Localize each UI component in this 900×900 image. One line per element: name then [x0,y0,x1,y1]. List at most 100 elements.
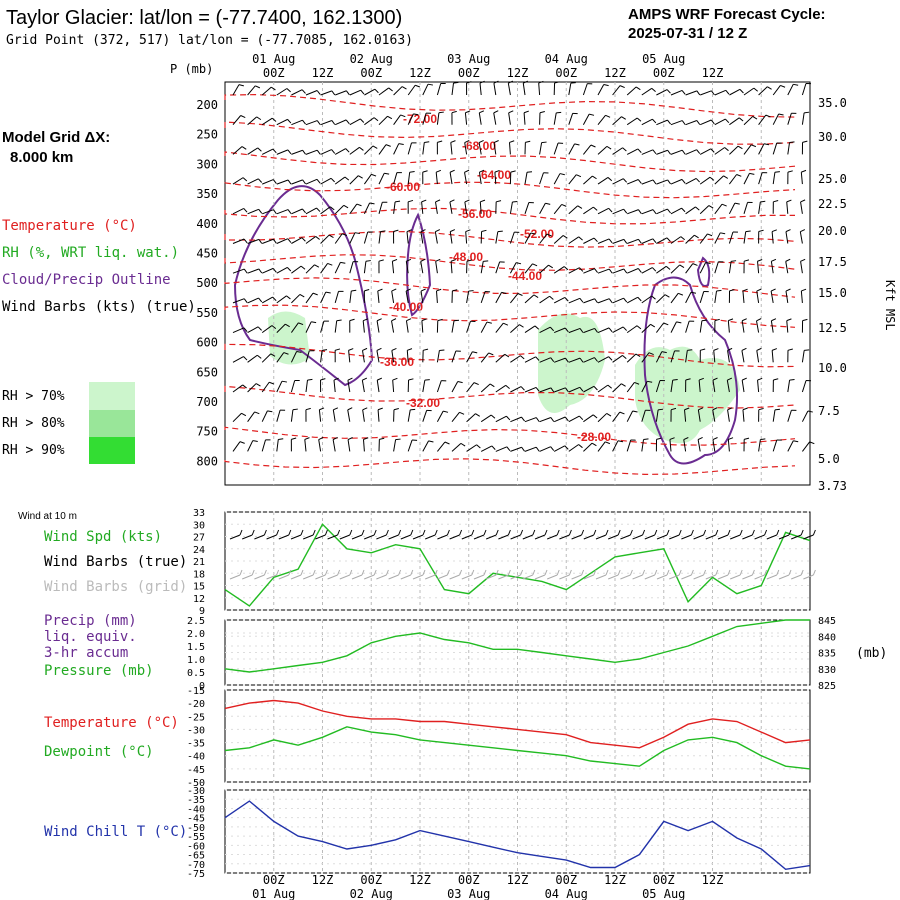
wind-barb-grid [242,574,253,580]
wind-barb-grid-flag [483,569,487,576]
profile-wind-barb [405,320,409,333]
profile-wind-barb [712,439,716,452]
profile-wind-barb [670,264,681,274]
profile-wind-barb-flag [464,169,470,173]
profile-wind-barb [291,237,303,244]
profile-wind-barb [685,234,695,244]
profile-wind-barb [771,231,774,244]
wind-barb-grid [595,574,607,580]
profile-wind-barb [480,291,486,304]
grid-point-subtitle: Grid Point (372, 517) lat/lon = (-77.708… [6,33,413,48]
profile-wind-barb [757,261,760,274]
profile-wind-barb-flag [521,416,525,422]
profile-wind-barb [568,143,575,155]
profile-wind-barb [247,238,260,244]
profile-wind-barb [582,113,590,125]
profile-wind-barb-flag [340,261,346,264]
profile-wind-barb-flag [683,437,689,440]
profile-wind-barb-flag [767,86,772,90]
profile-wind-barb [583,144,592,155]
profile-wind-barb [612,411,621,423]
wind-barb-true-flag [422,529,426,536]
profile-wind-barb-flag [804,349,810,351]
wind-barb-grid [766,574,777,580]
profile-wind-barb [597,238,610,244]
profile-wind-barb-flag [436,288,442,292]
profile-wind-barb [305,264,315,274]
profile-wind-barb [700,119,712,126]
cycle-title: AMPS WRF Forecast Cycle: [628,6,826,23]
profile-wind-barb-flag [384,172,390,175]
profile-wind-barb-flag [424,379,430,381]
profile-wind-barb-flag [466,259,472,262]
wind-barb-true [461,534,472,540]
profile-wind-barb [510,324,520,333]
profile-wind-barb [612,326,624,334]
profile-wind-barb [318,439,322,452]
profile-wind-barb [232,384,243,393]
profile-wind-barb [583,385,595,393]
profile-wind-barb [509,231,515,244]
wind-barb-grid-flag [459,569,463,576]
profile-wind-barb [539,387,552,393]
wind-barb-grid [498,574,509,580]
profile-wind-barb-flag [695,178,700,183]
profile-wind-barb-flag [332,436,338,441]
profile-wind-barb [568,357,581,363]
profile-wind-barb-flag [345,148,350,153]
profile-wind-barb [393,172,398,185]
profile-wind-barb-flag [392,377,398,381]
profile-wind-barb [656,294,666,304]
time-label-bottom: 00Z [555,873,577,887]
profile-wind-barb-flag [720,232,726,235]
profile-wind-barb-flag [623,297,628,303]
profile-wind-barb [451,412,460,423]
wind-barb-true-flag [520,529,524,536]
rh-shading [268,311,740,444]
profile-wind-barb [247,178,259,185]
profile-wind-barb [770,261,774,274]
wind-barb-true [473,534,485,540]
profile-wind-barb-flag [632,410,638,413]
profile-wind-barb [262,238,274,244]
profile-wind-barb-flag [413,113,419,116]
profile-wind-barb-flag [695,206,700,211]
profile-wind-barb-flag [327,262,333,266]
profile-wind-barb-flag [564,327,569,333]
profile-wind-barb-flag [793,440,799,443]
wind-barb-grid [486,574,497,580]
profile-wind-barb-flag [252,440,258,442]
profile-wind-barb-flag [408,199,414,203]
profile-wind-barb-flag [676,321,682,324]
wind-barb-grid-flag [629,569,633,576]
profile-wind-barb [524,232,532,244]
precip-accum-label: 3-hr accum [44,645,128,661]
wind-barb-true [547,534,558,540]
profile-wind-barb [698,380,701,393]
profile-wind-barb-flag [400,114,406,118]
wind-barb-grid [449,574,460,580]
profile-wind-barb-flag [690,291,697,294]
profile-wind-barb-flag [347,437,353,440]
profile-wind-barb [568,444,579,452]
wind-barb-grid-flag [520,569,524,576]
profile-wind-barb-flag [298,322,304,326]
profile-wind-barb [393,114,401,125]
profile-wind-barb [320,120,333,126]
profile-wind-barb [261,86,272,96]
time-label-top: 00Z [263,66,285,80]
profile-wind-barb-flag [749,172,755,175]
time-label-bottom: 00Z [360,873,382,887]
profile-wind-barb-flag [272,179,277,184]
wind-barb-true-flag [446,529,450,536]
profile-wind-barb-flag [523,80,529,84]
profile-wind-barb [391,290,395,303]
profile-wind-barb [421,320,424,333]
profile-wind-barb-flag [479,169,485,173]
profile-wind-barb-flag [435,258,441,262]
profile-wind-barb-flag [410,408,416,411]
profile-wind-barb-flag [316,149,321,155]
profile-wind-barb [641,87,653,96]
wind-barb-true [754,534,765,540]
profile-wind-barb-flag [391,347,397,351]
